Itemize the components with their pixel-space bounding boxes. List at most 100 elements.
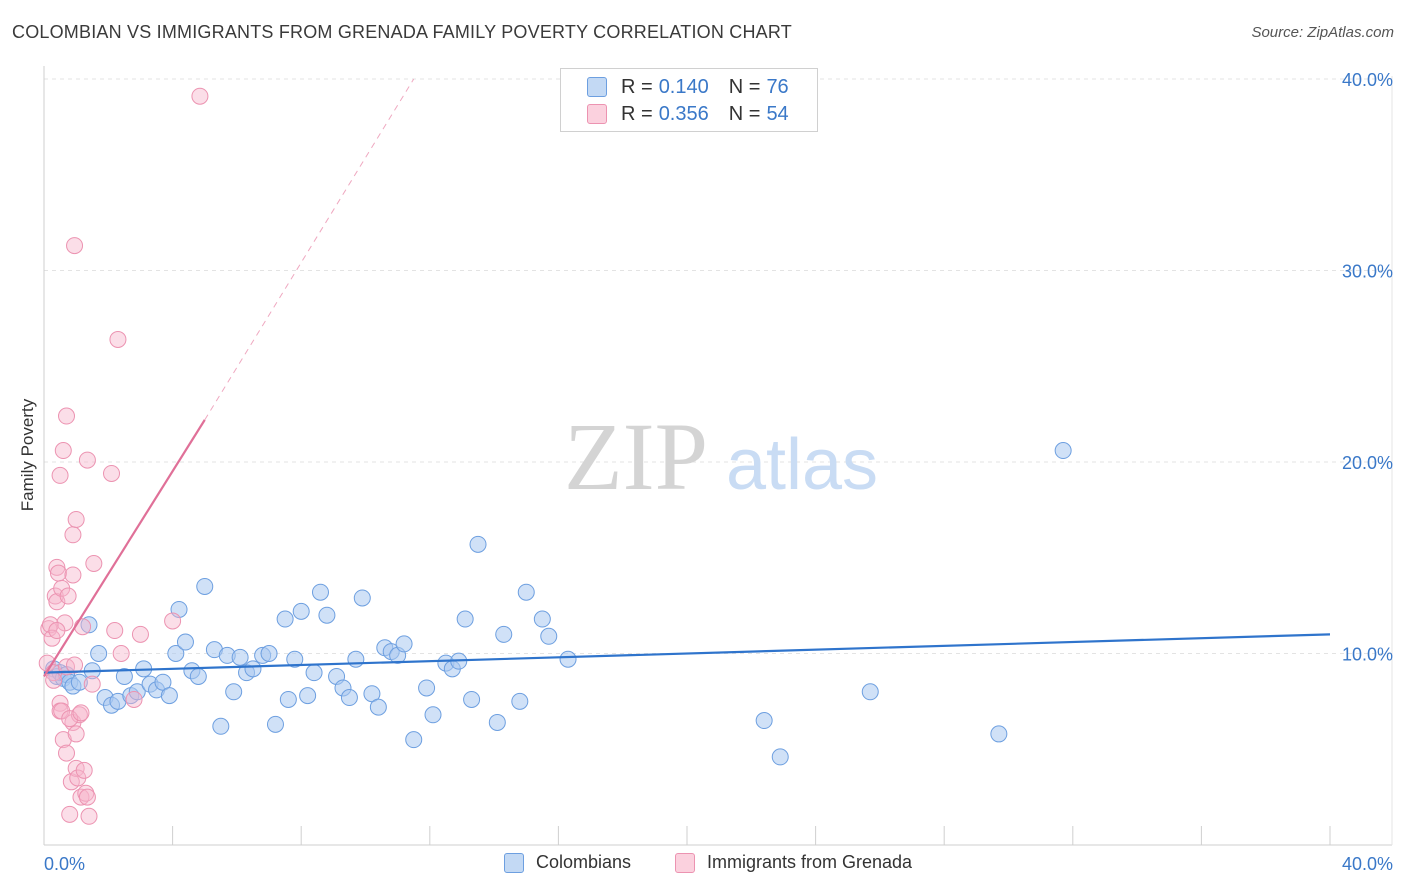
point-grenada <box>61 710 79 728</box>
stats-row-grenada: R = 0.356 N = 54 <box>587 102 789 126</box>
point-grenada <box>131 625 149 643</box>
point-colombians <box>286 650 304 668</box>
point-colombians <box>418 679 436 697</box>
point-colombians <box>225 683 243 701</box>
point-grenada <box>78 788 96 806</box>
point-colombians <box>424 706 442 724</box>
point-grenada <box>66 656 84 674</box>
tick-labels: 10.0% 20.0% 30.0% 40.0% 0.0% 40.0% <box>44 70 1393 874</box>
point-colombians <box>279 690 297 708</box>
stats-row-colombians: R = 0.140 N = 76 <box>587 75 789 99</box>
point-colombians <box>160 687 178 705</box>
point-grenada <box>64 566 82 584</box>
point-colombians <box>176 633 194 651</box>
point-grenada <box>48 558 66 576</box>
r-value: 0.356 <box>658 102 709 125</box>
point-colombians <box>469 535 487 553</box>
point-grenada <box>54 442 72 460</box>
legend-item-grenada[interactable]: Immigrants from Grenada <box>675 852 912 873</box>
point-grenada <box>191 87 209 105</box>
point-grenada <box>41 616 59 634</box>
point-grenada <box>67 510 85 528</box>
r-label: R = <box>621 75 653 98</box>
point-colombians <box>540 627 558 645</box>
watermark-atlas: atlas <box>726 425 878 505</box>
chart-title: COLOMBIAN VS IMMIGRANTS FROM GRENADA FAM… <box>12 22 792 42</box>
point-colombians <box>559 650 577 668</box>
point-grenada <box>48 593 66 611</box>
point-colombians <box>353 589 371 607</box>
legend-item-colombians[interactable]: Colombians <box>504 852 631 873</box>
point-grenada <box>78 451 96 469</box>
point-colombians <box>189 667 207 685</box>
point-colombians <box>318 606 336 624</box>
point-colombians <box>260 645 278 662</box>
point-colombians <box>369 698 387 716</box>
y-tick-label: 20.0% <box>1342 453 1393 473</box>
point-colombians <box>231 648 249 666</box>
trend-lines <box>43 78 1331 678</box>
point-grenada <box>85 554 103 572</box>
point-grenada <box>45 671 63 689</box>
gridlines <box>44 78 1392 654</box>
point-colombians <box>340 689 358 707</box>
point-grenada <box>103 464 121 482</box>
point-colombians <box>517 583 535 601</box>
point-grenada <box>109 330 127 348</box>
point-colombians <box>196 577 214 595</box>
grenada-swatch <box>587 104 607 124</box>
point-grenada <box>83 675 101 693</box>
point-colombians <box>755 712 773 730</box>
n-value: 54 <box>766 102 789 125</box>
point-colombians <box>311 583 329 601</box>
point-grenada <box>61 805 79 823</box>
point-grenada <box>80 807 98 825</box>
point-colombians <box>495 625 513 643</box>
colombians-legend-swatch <box>504 852 524 873</box>
point-colombians <box>90 645 108 662</box>
point-grenada <box>125 690 143 708</box>
point-grenada <box>66 237 84 255</box>
point-grenada <box>112 645 130 662</box>
point-colombians <box>990 725 1008 743</box>
x-tick-label: 40.0% <box>1342 854 1393 874</box>
grenada-legend-swatch <box>675 852 695 873</box>
point-colombians <box>1054 442 1072 460</box>
point-colombians <box>405 731 423 749</box>
point-grenada <box>58 407 76 425</box>
n-label: N = <box>728 75 761 98</box>
point-colombians <box>771 748 789 766</box>
point-colombians <box>533 610 551 628</box>
point-grenada <box>75 761 93 779</box>
point-colombians <box>115 667 133 685</box>
r-value: 0.140 <box>658 75 709 98</box>
point-grenada <box>164 612 182 630</box>
point-colombians <box>70 673 88 691</box>
point-colombians <box>511 692 529 710</box>
point-colombians <box>244 660 262 678</box>
point-colombians <box>80 616 98 634</box>
point-colombians <box>212 717 230 735</box>
legend-label-grenada: Immigrants from Grenada <box>707 852 913 872</box>
y-tick-label: 40.0% <box>1342 70 1393 90</box>
watermark-zip: ZIP <box>564 403 708 510</box>
point-grenada <box>67 725 85 743</box>
n-value: 76 <box>766 75 789 98</box>
point-colombians <box>167 645 185 662</box>
point-colombians <box>347 650 365 668</box>
point-colombians <box>266 715 284 733</box>
trend-line-grenada <box>43 419 206 678</box>
point-colombians <box>456 610 474 628</box>
source-label: Source: ZipAtlas.com <box>1251 24 1394 41</box>
point-grenada <box>106 622 124 640</box>
point-grenada <box>51 466 69 484</box>
point-grenada <box>72 704 90 722</box>
point-grenada <box>58 744 76 762</box>
point-grenada <box>49 564 67 582</box>
point-grenada <box>48 622 66 640</box>
trend-extension-grenada <box>204 78 415 421</box>
axes <box>43 66 1393 846</box>
y-tick-label: 30.0% <box>1342 262 1393 282</box>
trend-line-colombians <box>43 633 1331 674</box>
